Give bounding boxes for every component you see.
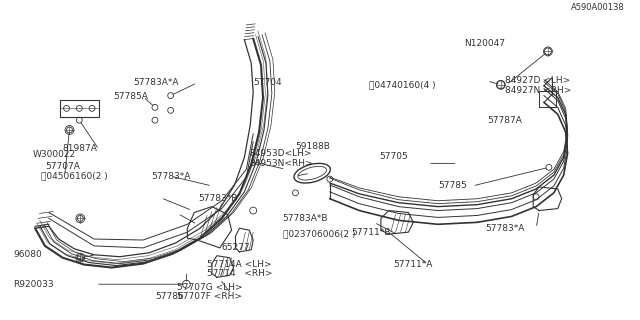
Text: 84927D <LH>: 84927D <LH> [505,76,570,85]
Text: 57714   <RH>: 57714 <RH> [207,269,273,278]
Text: 65277: 65277 [221,244,250,252]
Text: 57786: 57786 [155,292,184,300]
Text: ⓝ023706006(2 ): ⓝ023706006(2 ) [283,230,355,239]
Text: 57707G <LH>: 57707G <LH> [177,283,242,292]
Text: W300022: W300022 [33,150,76,159]
Text: 57705: 57705 [379,152,408,161]
Text: 84953D<LH>: 84953D<LH> [249,149,312,158]
Text: 57714A <LH>: 57714A <LH> [207,260,271,269]
Text: A590A00138: A590A00138 [571,3,625,12]
Text: Ⓜ04740160(4 ): Ⓜ04740160(4 ) [369,80,436,89]
Text: 57783A*B: 57783A*B [283,214,328,223]
Text: 57783A*A: 57783A*A [133,78,179,87]
Text: 57785A: 57785A [114,92,148,101]
Text: 81987A: 81987A [63,144,97,153]
Text: 96080: 96080 [13,250,42,259]
Text: 57707A: 57707A [45,162,80,171]
Text: 57711*A: 57711*A [394,260,433,269]
Text: 84953N<RH>: 84953N<RH> [249,159,313,168]
Text: 57704: 57704 [253,78,282,87]
Text: 57787A: 57787A [487,116,522,125]
Text: 57783*B: 57783*B [198,194,237,203]
Text: 59188B: 59188B [296,142,330,151]
Text: 57711*B: 57711*B [351,228,391,237]
Text: 57783*A: 57783*A [151,172,190,181]
Text: R920033: R920033 [13,280,54,289]
Text: 57785: 57785 [438,181,467,190]
Text: 57783*A: 57783*A [485,224,524,233]
Text: 84927N <RH>: 84927N <RH> [505,86,571,95]
Text: Ⓜ04506160(2 ): Ⓜ04506160(2 ) [41,172,108,181]
Text: N120047: N120047 [465,39,506,48]
Text: 57707F <RH>: 57707F <RH> [177,292,241,300]
